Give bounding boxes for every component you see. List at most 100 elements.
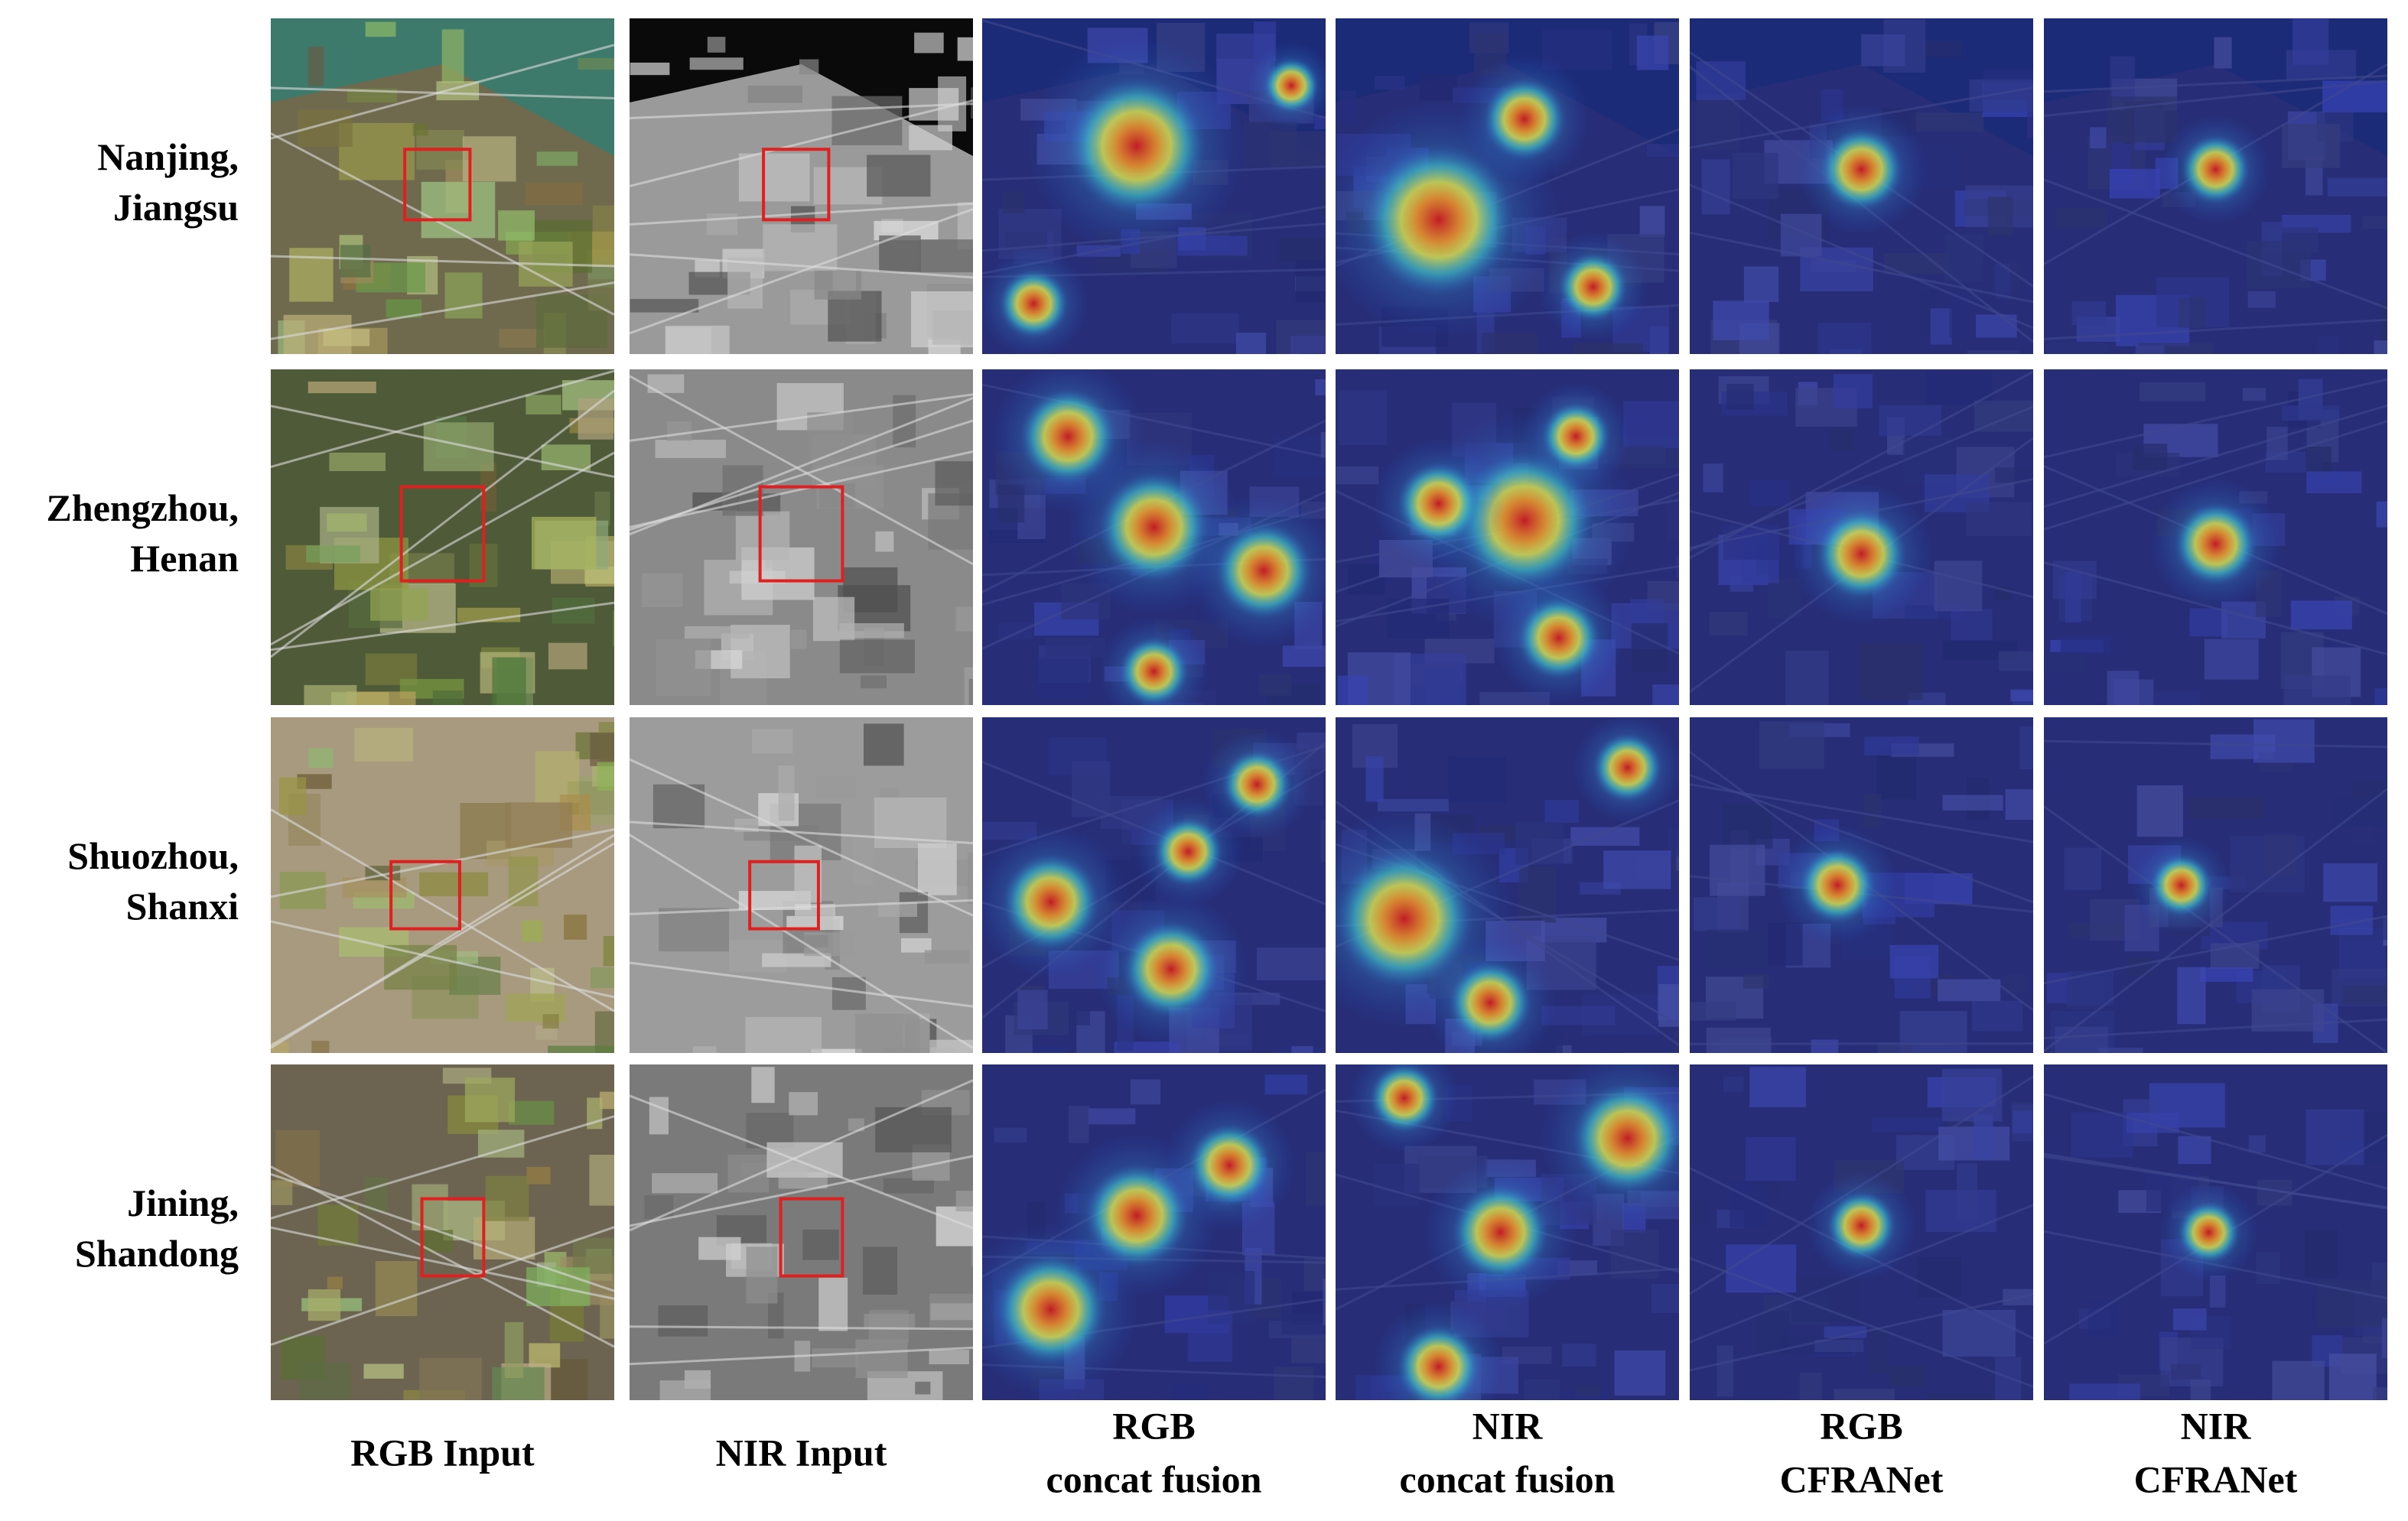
road bbox=[1690, 1256, 2033, 1388]
image-cell bbox=[271, 18, 614, 354]
road bbox=[1690, 231, 2033, 304]
texture bbox=[1651, 1283, 1679, 1314]
texture bbox=[1723, 1076, 1744, 1093]
texture bbox=[1830, 427, 1855, 451]
texture bbox=[1967, 349, 2020, 354]
texture bbox=[419, 1357, 482, 1400]
road bbox=[2044, 1018, 2387, 1040]
texture bbox=[1290, 335, 1326, 354]
texture bbox=[1017, 990, 1048, 1030]
texture bbox=[1969, 79, 2033, 112]
image-cell bbox=[271, 369, 614, 705]
texture bbox=[327, 513, 367, 532]
texture bbox=[535, 751, 580, 803]
texture bbox=[1636, 35, 1669, 70]
texture bbox=[2264, 834, 2296, 876]
texture bbox=[1768, 923, 1803, 966]
texture bbox=[1624, 1052, 1679, 1053]
texture bbox=[2376, 501, 2387, 528]
texture bbox=[1995, 1357, 2022, 1400]
texture bbox=[1942, 1309, 2016, 1357]
texture bbox=[1928, 1393, 1995, 1400]
texture bbox=[957, 37, 973, 61]
texture bbox=[526, 395, 561, 414]
road bbox=[630, 253, 973, 279]
texture bbox=[1863, 793, 1881, 827]
image-cell bbox=[982, 369, 1326, 705]
texture bbox=[1339, 390, 1388, 445]
road bbox=[271, 920, 614, 999]
texture bbox=[864, 1314, 916, 1328]
texture bbox=[900, 938, 932, 953]
texture bbox=[1574, 1384, 1601, 1397]
heat-blob bbox=[1452, 1184, 1549, 1281]
texture bbox=[1668, 828, 1679, 857]
column-label: concat fusion bbox=[1046, 1458, 1262, 1500]
heat-blob bbox=[1264, 57, 1320, 113]
texture bbox=[504, 1321, 524, 1378]
heat-blob bbox=[1820, 128, 1903, 211]
texture bbox=[659, 1380, 711, 1400]
heat-blob bbox=[1002, 853, 1099, 951]
texture bbox=[1623, 401, 1679, 448]
texture bbox=[1749, 1067, 1806, 1107]
texture bbox=[1036, 658, 1089, 700]
texture bbox=[1861, 34, 1905, 67]
heat-blob bbox=[2181, 135, 2250, 204]
road bbox=[2044, 1093, 2387, 1190]
texture bbox=[1966, 502, 2032, 536]
texture bbox=[492, 657, 526, 705]
heat-blob bbox=[1572, 1083, 1679, 1194]
road bbox=[271, 132, 614, 316]
texture bbox=[2282, 124, 2341, 168]
texture bbox=[2209, 1275, 2226, 1308]
highlight-box bbox=[748, 860, 820, 931]
texture bbox=[1703, 463, 1723, 492]
texture bbox=[1305, 1152, 1326, 1206]
texture bbox=[589, 1155, 614, 1206]
texture bbox=[968, 852, 973, 905]
road bbox=[271, 1226, 614, 1346]
heat-blob bbox=[2178, 1201, 2240, 1263]
image-cell bbox=[271, 1064, 614, 1400]
heat-blob bbox=[1336, 850, 1473, 988]
road bbox=[630, 1346, 973, 1366]
texture bbox=[815, 775, 857, 800]
texture bbox=[477, 1129, 525, 1158]
heat-blob bbox=[1541, 401, 1611, 471]
texture bbox=[1869, 1328, 1889, 1374]
image-cell bbox=[630, 1064, 973, 1400]
texture bbox=[354, 727, 414, 762]
texture bbox=[308, 47, 324, 86]
texture bbox=[1930, 308, 1952, 345]
row-label: Shandong bbox=[75, 1232, 239, 1275]
texture bbox=[1005, 231, 1047, 249]
texture bbox=[1734, 1399, 1784, 1400]
texture bbox=[1710, 844, 1765, 896]
texture bbox=[1709, 612, 1748, 636]
texture bbox=[2179, 297, 2207, 328]
texture bbox=[1639, 206, 1665, 237]
heat-blob bbox=[1369, 1064, 1439, 1133]
column-label: NIR bbox=[1472, 1404, 1544, 1447]
texture bbox=[854, 834, 874, 886]
water bbox=[630, 18, 973, 156]
heat-blob bbox=[1449, 961, 1531, 1045]
heat-blob bbox=[1215, 522, 1313, 619]
texture bbox=[462, 136, 516, 182]
texture bbox=[419, 872, 489, 896]
texture bbox=[883, 1178, 934, 1194]
texture bbox=[1722, 804, 1773, 849]
road bbox=[630, 450, 973, 528]
road bbox=[2044, 1155, 2387, 1209]
road bbox=[630, 1094, 973, 1230]
texture bbox=[2013, 1110, 2032, 1134]
texture bbox=[1130, 1079, 1161, 1105]
texture bbox=[727, 1154, 770, 1193]
texture bbox=[935, 461, 973, 506]
texture bbox=[2135, 346, 2165, 354]
road bbox=[271, 834, 614, 1049]
texture bbox=[1767, 579, 1801, 619]
texture bbox=[1270, 131, 1326, 168]
heat-blob bbox=[1827, 1191, 1896, 1260]
